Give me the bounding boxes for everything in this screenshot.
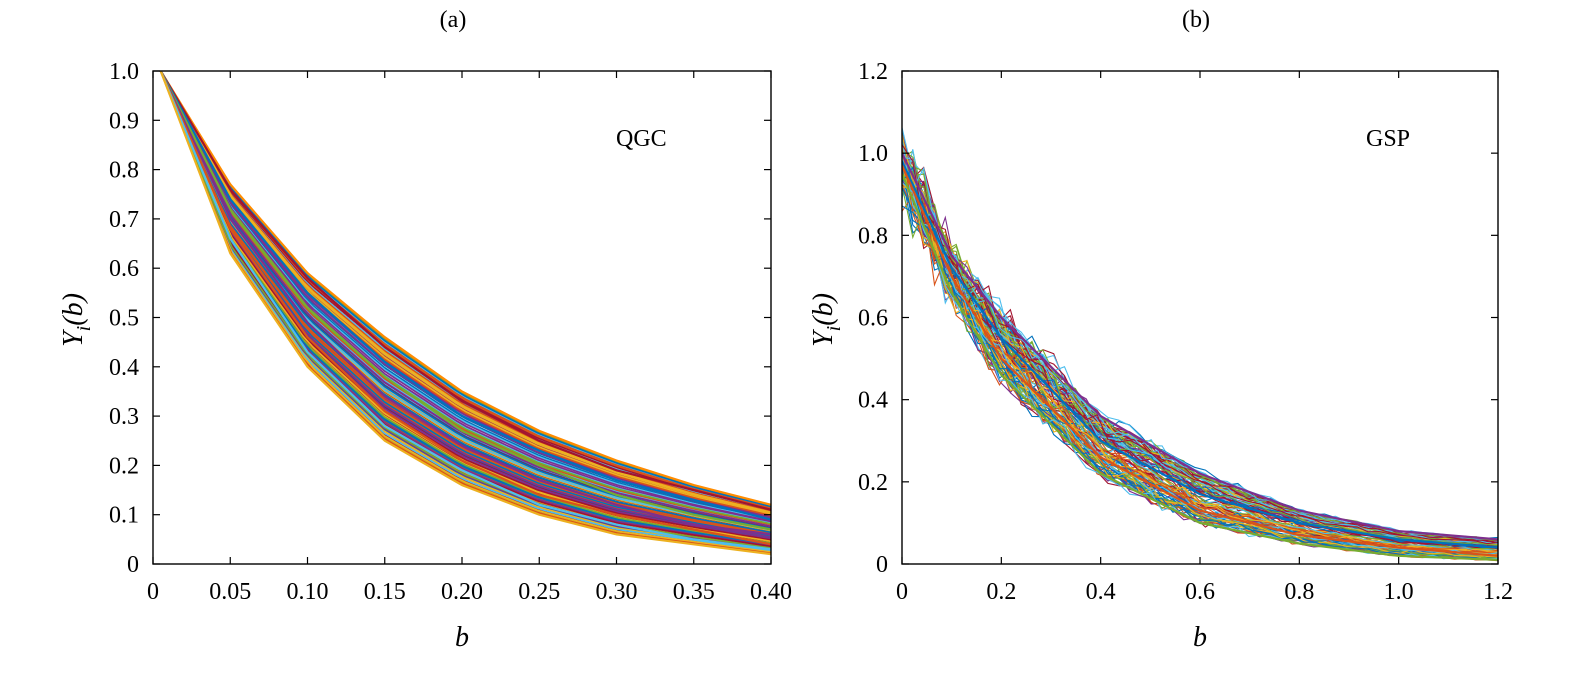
x-tick-label: 0.35 <box>673 579 715 605</box>
series-line <box>159 71 771 549</box>
chart-panel-b: (b) 0 0.2 0.4 0.6 0.8 1.0 1.2 0 0.2 0.4 0.6 0.8 1.0 1… <box>808 7 1513 653</box>
x-tick-label: 0.20 <box>441 579 483 605</box>
y-tick-label: 0.6 <box>858 306 888 332</box>
x-tick-label: 0.8 <box>1284 579 1314 605</box>
series-line-7 <box>159 71 771 556</box>
series-line <box>160 71 771 514</box>
series-line <box>902 169 1498 548</box>
series-line-3 <box>902 173 1498 561</box>
panel-a-ticks: 0 0.05 0.10 0.15 0.20 0.25 0.30 0.35 0.40 0 0.1 0.2… <box>109 59 792 605</box>
y-tick-label: 0.8 <box>858 223 888 249</box>
series-line <box>159 71 771 550</box>
x-tick-label: 0 <box>147 579 159 605</box>
x-tick-label: 0 <box>896 579 908 605</box>
series-line <box>159 71 771 536</box>
series-line-1 <box>902 160 1498 549</box>
x-tick-label: 0.2 <box>986 579 1016 605</box>
y-tick-label: 0.6 <box>109 256 139 282</box>
series-line <box>159 71 771 552</box>
series-line <box>159 71 771 551</box>
y-tick-label: 0.4 <box>109 355 139 381</box>
x-tick-label: 0.4 <box>1086 579 1116 605</box>
x-tick-label: 0.25 <box>518 579 560 605</box>
x-tick-label: 0.05 <box>209 579 251 605</box>
series-line <box>159 71 771 528</box>
series-line-5 <box>159 71 771 546</box>
series-line <box>159 71 771 540</box>
series-line <box>160 71 771 508</box>
x-tick-label: 1.0 <box>1384 579 1414 605</box>
series-line-2 <box>902 165 1498 557</box>
series-line <box>159 71 771 521</box>
series-line-4 <box>159 71 771 536</box>
y-tick-label: 0 <box>876 552 888 578</box>
series-line-6 <box>159 71 771 551</box>
panel-b-y-axis-label: Yi(b) <box>808 293 845 347</box>
series-line <box>902 156 1498 552</box>
y-tick-label: 1.2 <box>858 59 888 85</box>
series-line <box>159 71 771 550</box>
series-line <box>159 71 771 553</box>
series-line <box>159 71 771 553</box>
y-tick-label: 0.5 <box>109 306 139 332</box>
y-tick-label: 0.7 <box>109 207 139 233</box>
x-tick-label: 0.10 <box>287 579 329 605</box>
panel-a-x-axis-label: b <box>455 622 469 653</box>
y-tick-label: 0.1 <box>109 503 139 529</box>
series-line <box>902 183 1498 558</box>
x-tick-label: 0.6 <box>1185 579 1215 605</box>
panel-b-x-axis-label: b <box>1193 622 1207 653</box>
panel-b-ticks: 0 0.2 0.4 0.6 0.8 1.0 1.2 0 0.2 0.4 0.6 0.8 1.0 1.2 <box>858 59 1513 605</box>
panel-a-annotation: QGC <box>616 126 667 152</box>
x-tick-label: 1.2 <box>1483 579 1513 605</box>
x-tick-label: 0.30 <box>596 579 638 605</box>
series-line <box>902 162 1498 561</box>
y-tick-label: 0.2 <box>858 470 888 496</box>
y-tick-label: 0.4 <box>858 388 888 414</box>
panel-b-annotation: GSP <box>1366 126 1410 152</box>
series-line <box>159 71 771 534</box>
y-tick-label: 1.0 <box>109 59 139 85</box>
panel-a-frame <box>152 70 772 565</box>
series-line-2 <box>159 71 771 521</box>
x-tick-label: 0.15 <box>364 579 406 605</box>
series-line-3 <box>159 71 771 531</box>
y-tick-label: 1.0 <box>858 141 888 167</box>
panel-b-title: (b) <box>1182 7 1210 33</box>
y-tick-label: 0.2 <box>109 453 139 479</box>
series-line-1 <box>159 71 771 511</box>
series-line <box>160 71 771 513</box>
series-line <box>159 71 771 522</box>
chart-panel-a: (a) 0 0.05 0.10 0.15 0.20 0.25 0.30 0.35 0.40 0 0.… <box>58 7 792 653</box>
series-line <box>159 71 771 544</box>
panel-b-curves <box>902 127 1498 562</box>
panel-a-y-axis-label: Yi(b) <box>58 293 95 347</box>
y-tick-label: 0.3 <box>109 404 139 430</box>
panel-a-title: (a) <box>440 7 467 33</box>
series-line <box>159 71 771 541</box>
panel-b-frame <box>901 70 1499 565</box>
x-tick-label: 0.40 <box>750 579 792 605</box>
y-tick-label: 0 <box>127 552 139 578</box>
series-line-0 <box>159 71 771 506</box>
series-line <box>902 152 1498 559</box>
series-line <box>159 71 771 522</box>
series-line <box>902 173 1498 541</box>
y-tick-label: 0.9 <box>109 108 139 134</box>
series-line <box>902 178 1498 552</box>
series-line-0 <box>902 152 1498 541</box>
series-line <box>159 71 771 525</box>
series-line <box>159 71 771 526</box>
y-tick-label: 0.8 <box>109 158 139 184</box>
panel-a-curves <box>159 71 771 556</box>
